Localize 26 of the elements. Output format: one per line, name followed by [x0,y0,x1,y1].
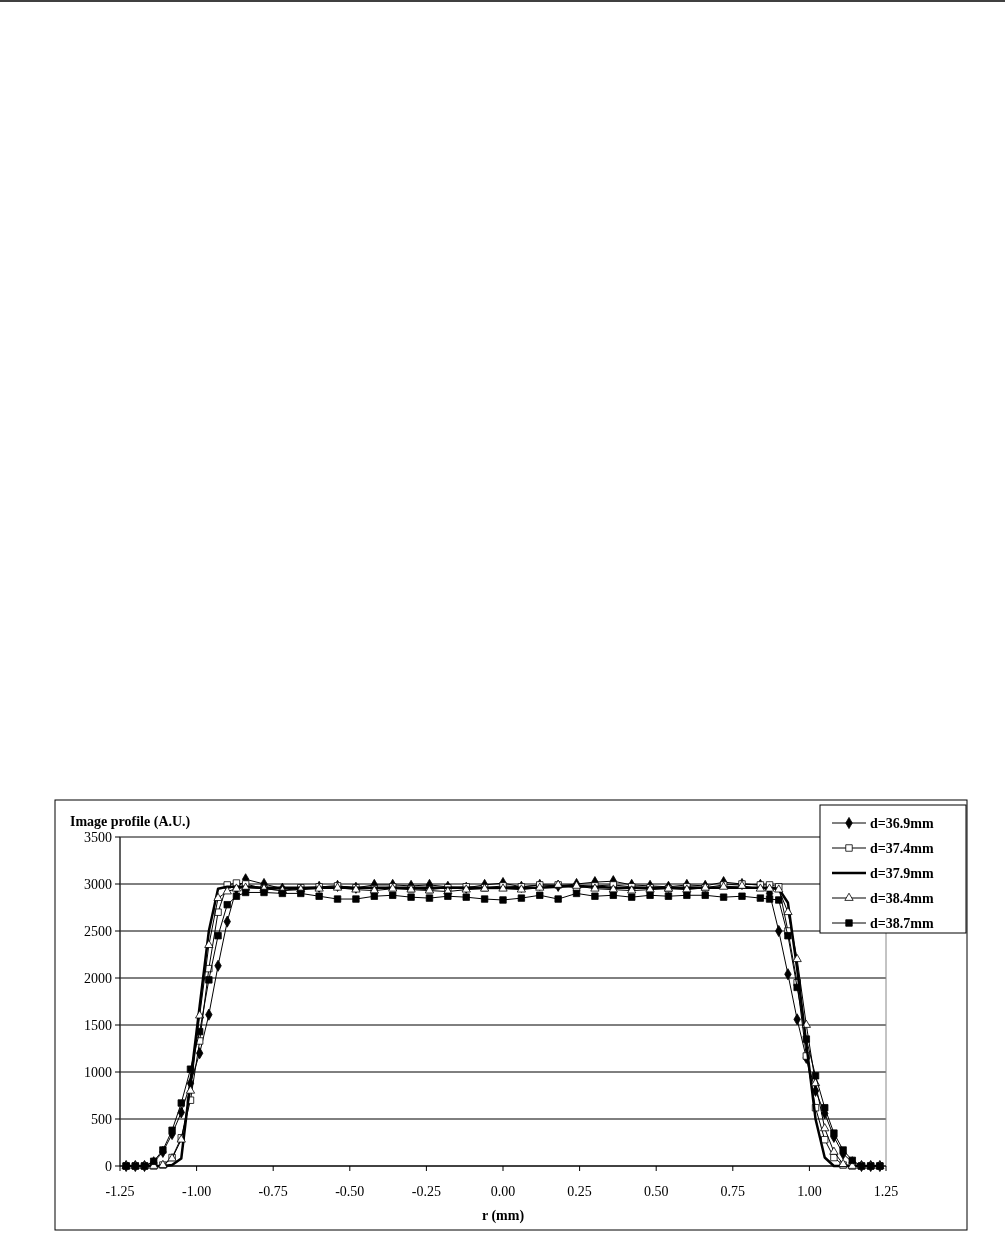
y-tick-label: 1000 [84,1064,112,1080]
x-tick-label: -1.25 [105,1184,135,1199]
legend-label: d=37.9mm [870,865,934,881]
legend-label: d=36.9mm [870,815,934,831]
x-tick-label: 0.75 [720,1184,746,1199]
x-tick-label: 0.00 [490,1184,516,1199]
chart-title: Image profile (A.U.) [70,814,191,830]
x-tick-label: -0.75 [258,1184,288,1199]
x-tick-label: -0.50 [335,1184,365,1199]
x-tick-label: 0.50 [643,1184,669,1199]
x-tick-label: -1.00 [182,1184,212,1199]
y-tick-label: 3000 [84,876,112,892]
y-tick-label: 2000 [84,970,112,986]
y-tick-label: 0 [105,1158,112,1174]
y-tick-label: 3500 [84,829,112,845]
x-tick-label: 1.25 [873,1184,899,1199]
y-tick-label: 2500 [84,923,112,939]
legend-label: d=38.7mm [870,915,934,931]
x-tick-label: 0.25 [567,1184,592,1199]
x-axis-title: r (mm) [481,1208,525,1224]
legend-label: d=37.4mm [870,840,934,856]
legend-label: d=38.4mm [870,890,934,906]
y-tick-label: 500 [91,1111,112,1127]
x-tick-label: -0.25 [411,1184,441,1199]
y-tick-label: 1500 [84,1017,112,1033]
x-tick-label: 1.00 [797,1184,822,1199]
